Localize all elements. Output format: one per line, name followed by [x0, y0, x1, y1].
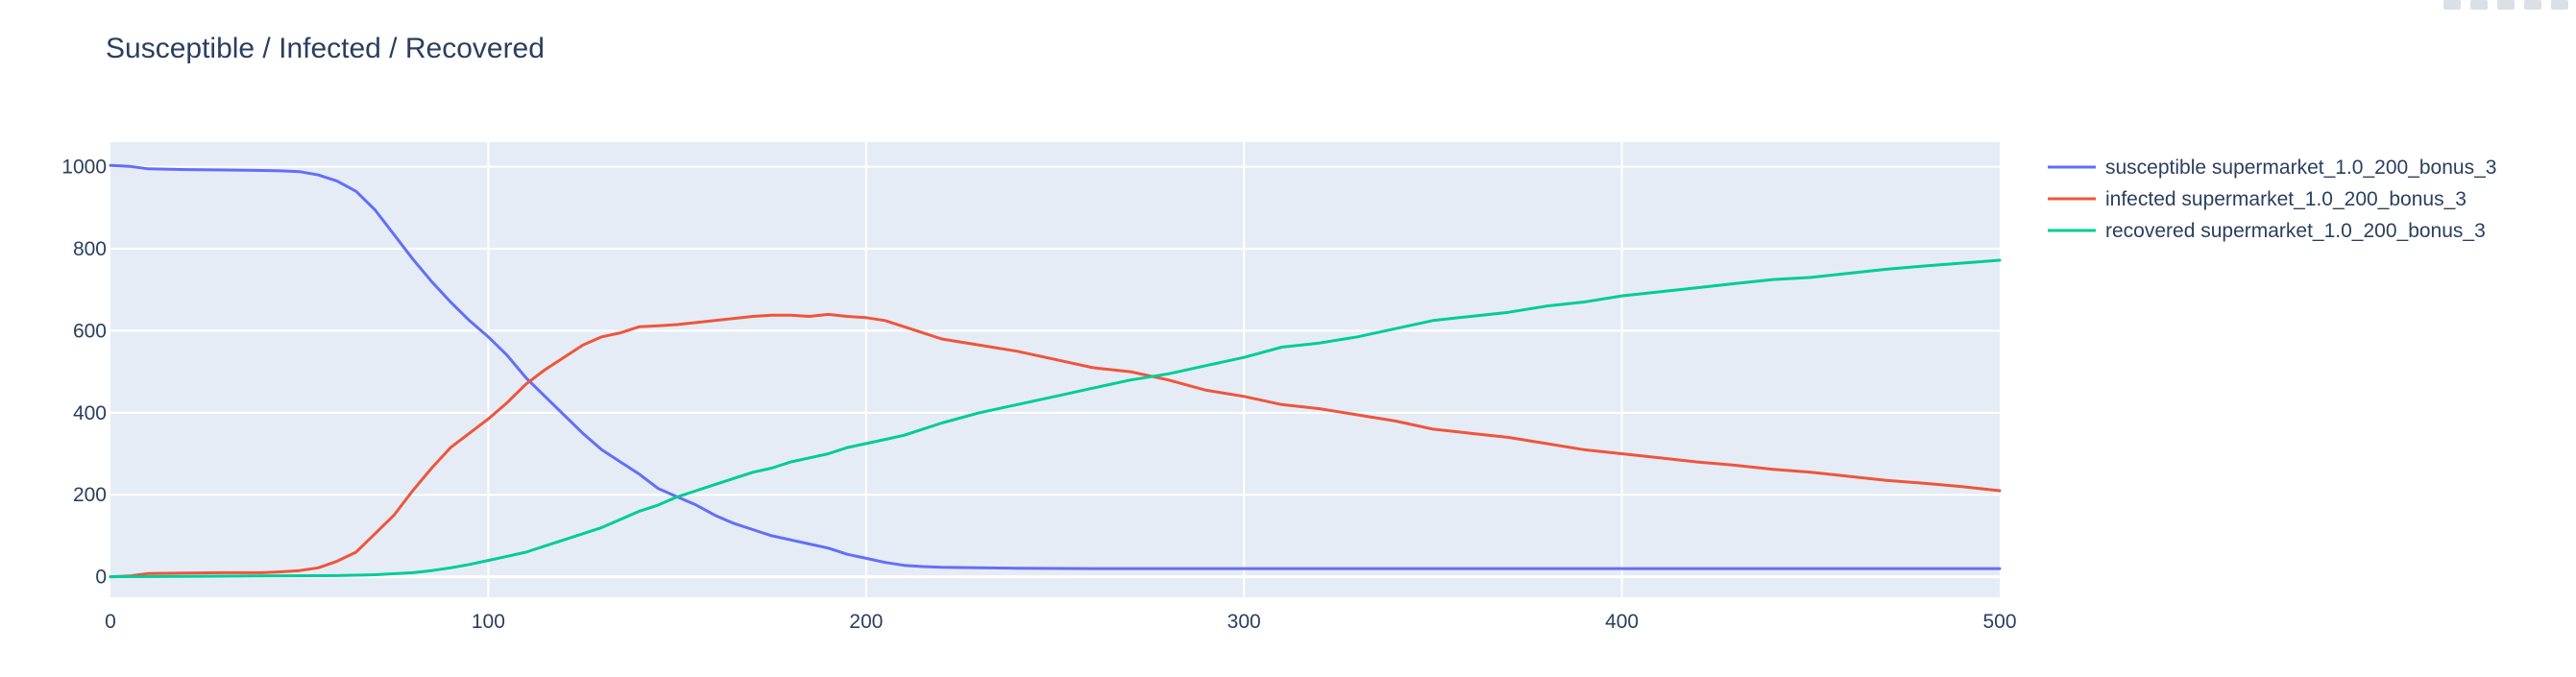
legend-item-1[interactable]: susceptible supermarket_1.0_200_bonus_3: [2048, 157, 2496, 179]
x-tick-label: 300: [1227, 611, 1261, 633]
plot-area[interactable]: [110, 142, 2000, 597]
axis-ticks: 0 100 200 300 400 500 0 200 400 600 800 1000: [61, 157, 2016, 633]
pan-icon[interactable]: [2497, 0, 2515, 10]
x-tick-label: 100: [472, 611, 505, 633]
y-tick-label: 400: [73, 402, 107, 424]
zoom-icon[interactable]: [2470, 0, 2488, 10]
reset-axes-icon[interactable]: [2551, 0, 2568, 10]
y-tick-label: 600: [73, 320, 107, 342]
x-tick-label: 500: [1982, 611, 2016, 633]
legend-label: recovered supermarket_1.0_200_bonus_3: [2105, 220, 2486, 242]
plot-modebar[interactable]: [2443, 0, 2568, 10]
series-line-3[interactable]: [109, 258, 2002, 579]
y-tick-label: 800: [73, 238, 107, 260]
camera-icon[interactable]: [2443, 0, 2461, 10]
autoscale-icon[interactable]: [2524, 0, 2541, 10]
series-line-2[interactable]: [109, 312, 2002, 579]
x-tick-label: 200: [849, 611, 883, 633]
legend-item-3[interactable]: recovered supermarket_1.0_200_bonus_3: [2048, 220, 2486, 242]
chart-title: Susceptible / Infected / Recovered: [106, 33, 545, 64]
y-tick-label: 200: [73, 484, 107, 506]
grid-lines: [110, 142, 2000, 597]
y-tick-label: 1000: [61, 157, 107, 179]
series-line-1[interactable]: [109, 163, 2002, 570]
legend-item-2[interactable]: infected supermarket_1.0_200_bonus_3: [2048, 188, 2467, 210]
legend-label: infected supermarket_1.0_200_bonus_3: [2105, 188, 2467, 210]
x-tick-label: 0: [105, 611, 116, 633]
legend-label: susceptible supermarket_1.0_200_bonus_3: [2105, 157, 2496, 179]
series-lines: [109, 163, 2002, 579]
y-tick-label: 0: [95, 567, 107, 589]
x-tick-label: 400: [1605, 611, 1639, 633]
legend[interactable]: susceptible supermarket_1.0_200_bonus_3i…: [2048, 157, 2496, 242]
